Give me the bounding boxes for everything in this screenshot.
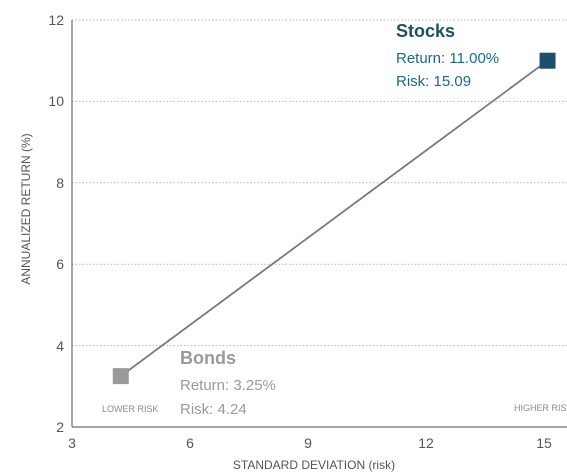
risk-return-line xyxy=(120,59,549,377)
x-tick-label: 15 xyxy=(536,435,552,451)
stocks-return-text: Return: 11.00% xyxy=(396,50,499,67)
bonds-risk-text: Risk: 4.24 xyxy=(180,401,247,418)
bonds-label: Bonds xyxy=(180,348,236,368)
x-tick-label: 12 xyxy=(418,435,434,451)
y-tick-label: 4 xyxy=(56,338,64,354)
gridlines xyxy=(72,19,567,347)
stocks-marker xyxy=(539,52,556,69)
y-tick-labels: 2 4 6 8 10 12 xyxy=(48,12,64,435)
higher-risk-label: HIGHER RIS xyxy=(514,403,567,413)
stocks-annotation: Stocks Return: 11.00% Risk: 15.09 xyxy=(396,21,499,90)
y-tick-label: 10 xyxy=(48,93,64,109)
y-tick-label: 2 xyxy=(56,419,64,435)
y-tick-label: 12 xyxy=(48,12,64,28)
stocks-risk-text: Risk: 15.09 xyxy=(396,73,471,90)
stocks-label: Stocks xyxy=(396,21,455,41)
plot-area xyxy=(112,52,556,385)
x-tick-label: 6 xyxy=(186,435,194,451)
lower-risk-label: LOWER RISK xyxy=(102,404,159,414)
bonds-annotation: Bonds Return: 3.25% Risk: 4.24 xyxy=(180,348,276,418)
bonds-marker xyxy=(112,368,129,385)
x-tick-labels: 3 6 9 12 15 xyxy=(68,435,552,451)
x-axis-title: STANDARD DEVIATION (risk) xyxy=(233,458,395,472)
y-axis-title: ANNUALIZED RETURN (%) xyxy=(19,133,33,284)
y-tick-label: 6 xyxy=(56,256,64,272)
y-tick-label: 8 xyxy=(56,175,64,191)
bonds-return-text: Return: 3.25% xyxy=(180,377,276,394)
x-tick-label: 9 xyxy=(304,435,312,451)
x-tick-label: 3 xyxy=(68,435,76,451)
